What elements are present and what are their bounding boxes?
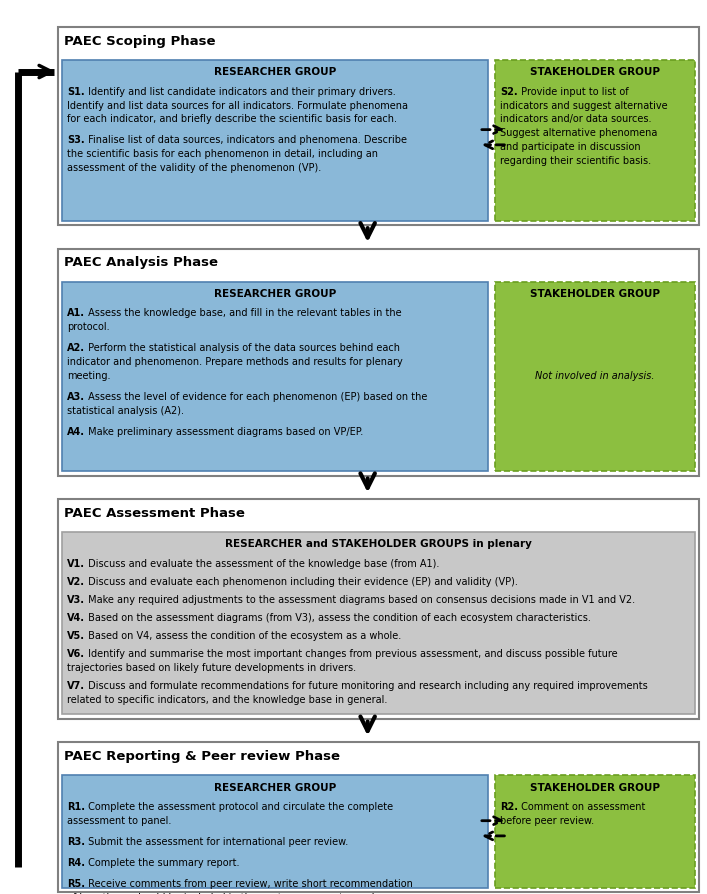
Text: Discuss and evaluate each phenomenon including their evidence (EP) and validity : Discuss and evaluate each phenomenon inc… — [85, 577, 518, 586]
Text: Based on V4, assess the condition of the ecosystem as a whole.: Based on V4, assess the condition of the… — [85, 631, 401, 641]
Text: Not involved in analysis.: Not involved in analysis. — [535, 371, 655, 382]
Text: S1.: S1. — [66, 87, 84, 97]
Text: Finalise list of data sources, indicators and phenomena. Describe: Finalise list of data sources, indicator… — [85, 136, 407, 146]
Text: Identify and list data sources for all indicators. Formulate phenomena: Identify and list data sources for all i… — [66, 101, 408, 111]
Bar — [58, 742, 699, 892]
Text: Complete the assessment protocol and circulate the complete: Complete the assessment protocol and cir… — [85, 802, 393, 812]
Text: A1.: A1. — [66, 308, 85, 318]
Text: S2.: S2. — [500, 87, 518, 97]
Text: meeting.: meeting. — [66, 371, 110, 381]
Text: Make any required adjustments to the assessment diagrams based on consensus deci: Make any required adjustments to the ass… — [85, 595, 635, 605]
Text: RESEARCHER GROUP: RESEARCHER GROUP — [214, 289, 336, 299]
Text: trajectories based on likely future developments in drivers.: trajectories based on likely future deve… — [66, 663, 356, 673]
Text: related to specific indicators, and the knowledge base in general.: related to specific indicators, and the … — [66, 696, 387, 705]
Text: R2.: R2. — [500, 802, 518, 812]
Text: and participate in discussion: and participate in discussion — [500, 142, 641, 152]
Text: Discuss and evaluate the assessment of the knowledge base (from A1).: Discuss and evaluate the assessment of t… — [85, 559, 439, 569]
Text: for each indicator, and briefly describe the scientific basis for each.: for each indicator, and briefly describe… — [66, 114, 397, 124]
Bar — [58, 499, 699, 719]
Bar — [495, 60, 695, 221]
Text: R5.: R5. — [66, 879, 85, 889]
Text: PAEC Analysis Phase: PAEC Analysis Phase — [64, 257, 218, 269]
Text: STAKEHOLDER GROUP: STAKEHOLDER GROUP — [530, 67, 660, 78]
Text: Receive comments from peer review, write short recommendation: Receive comments from peer review, write… — [85, 879, 413, 889]
Text: V6.: V6. — [66, 650, 85, 660]
Text: R3.: R3. — [66, 837, 85, 847]
Text: Identify and summarise the most important changes from previous assessment, and : Identify and summarise the most importan… — [85, 650, 617, 660]
Text: RESEARCHER and STAKEHOLDER GROUPS in plenary: RESEARCHER and STAKEHOLDER GROUPS in ple… — [225, 539, 532, 550]
Text: Make preliminary assessment diagrams based on VP/EP.: Make preliminary assessment diagrams bas… — [85, 427, 363, 437]
Text: RESEARCHER GROUP: RESEARCHER GROUP — [214, 782, 336, 793]
Bar — [62, 532, 695, 714]
Text: of how these should be included in the next assessment round.: of how these should be included in the n… — [66, 892, 378, 894]
Text: A2.: A2. — [66, 343, 85, 353]
Text: Suggest alternative phenomena: Suggest alternative phenomena — [500, 128, 658, 139]
Text: protocol.: protocol. — [66, 323, 110, 333]
Text: Based on the assessment diagrams (from V3), assess the condition of each ecosyst: Based on the assessment diagrams (from V… — [85, 613, 591, 623]
Text: the scientific basis for each phenomenon in detail, including an: the scientific basis for each phenomenon… — [66, 149, 378, 159]
Text: V7.: V7. — [66, 681, 85, 691]
Text: V2.: V2. — [66, 577, 85, 586]
Text: statistical analysis (A2).: statistical analysis (A2). — [66, 406, 184, 416]
Text: Complete the summary report.: Complete the summary report. — [85, 858, 240, 868]
Text: V1.: V1. — [66, 559, 85, 569]
Text: Assess the level of evidence for each phenomenon (EP) based on the: Assess the level of evidence for each ph… — [85, 392, 427, 402]
Text: V4.: V4. — [66, 613, 85, 623]
Text: Comment on assessment: Comment on assessment — [518, 802, 645, 812]
Text: regarding their scientific basis.: regarding their scientific basis. — [500, 156, 651, 166]
Text: A3.: A3. — [66, 392, 85, 402]
Text: indicator and phenomenon. Prepare methods and results for plenary: indicator and phenomenon. Prepare method… — [66, 358, 402, 367]
Text: R4.: R4. — [66, 858, 85, 868]
Text: A4.: A4. — [66, 427, 85, 437]
Text: RESEARCHER GROUP: RESEARCHER GROUP — [214, 67, 336, 78]
Bar — [58, 27, 699, 225]
Text: Perform the statistical analysis of the data sources behind each: Perform the statistical analysis of the … — [85, 343, 400, 353]
Bar — [62, 775, 488, 888]
Text: indicators and/or data sources.: indicators and/or data sources. — [500, 114, 652, 124]
Text: S3.: S3. — [66, 136, 84, 146]
Bar — [495, 775, 695, 888]
Text: Identify and list candidate indicators and their primary drivers.: Identify and list candidate indicators a… — [85, 87, 396, 97]
Text: assessment to panel.: assessment to panel. — [66, 815, 171, 826]
Text: V3.: V3. — [66, 595, 85, 605]
Text: STAKEHOLDER GROUP: STAKEHOLDER GROUP — [530, 782, 660, 793]
Text: Submit the assessment for international peer review.: Submit the assessment for international … — [85, 837, 348, 847]
Bar — [62, 60, 488, 221]
Text: PAEC Reporting & Peer review Phase: PAEC Reporting & Peer review Phase — [64, 750, 339, 763]
Text: assessment of the validity of the phenomenon (VP).: assessment of the validity of the phenom… — [66, 163, 321, 173]
Text: STAKEHOLDER GROUP: STAKEHOLDER GROUP — [530, 289, 660, 299]
Text: Provide input to list of: Provide input to list of — [518, 87, 629, 97]
Text: Discuss and formulate recommendations for future monitoring and research includi: Discuss and formulate recommendations fo… — [85, 681, 648, 691]
Text: PAEC Assessment Phase: PAEC Assessment Phase — [64, 507, 245, 519]
Text: before peer review.: before peer review. — [500, 815, 595, 826]
Text: R1.: R1. — [66, 802, 85, 812]
Bar — [62, 282, 488, 471]
Text: PAEC Scoping Phase: PAEC Scoping Phase — [64, 35, 215, 47]
Text: indicators and suggest alternative: indicators and suggest alternative — [500, 101, 668, 111]
Text: V5.: V5. — [66, 631, 85, 641]
Bar — [58, 249, 699, 476]
Bar — [495, 282, 695, 471]
Text: Assess the knowledge base, and fill in the relevant tables in the: Assess the knowledge base, and fill in t… — [85, 308, 402, 318]
